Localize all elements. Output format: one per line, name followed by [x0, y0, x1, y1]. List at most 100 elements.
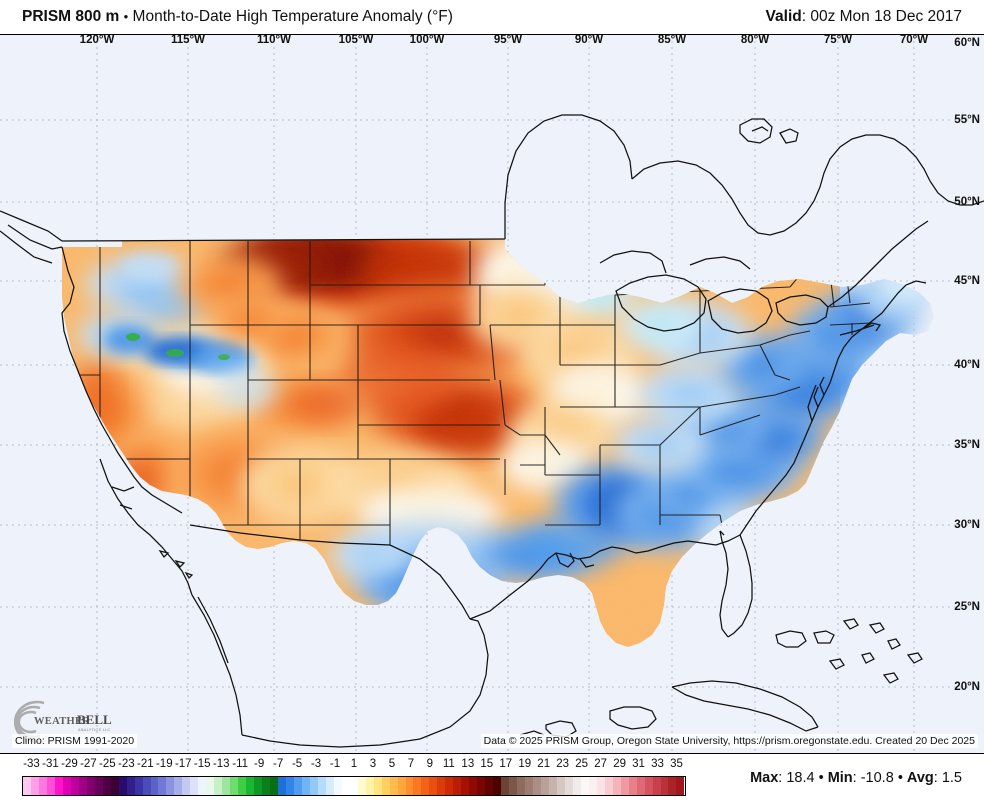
lon-label: 95°W: [493, 34, 523, 46]
colorbar-tick: 15: [480, 758, 494, 770]
colorbar-swatch: [525, 777, 533, 795]
map-canvas[interactable]: 120°W 115°W 110°W 105°W 100°W 95°W 90°W …: [0, 34, 984, 754]
colorbar-swatch: [38, 777, 47, 795]
colorbar-swatch: [620, 777, 629, 795]
colorbar-swatch: [357, 777, 366, 795]
valid-value: : 00z Mon 18 Dec 2017: [801, 8, 962, 25]
lon-label: 70°W: [899, 34, 929, 46]
colorbar-tick: 1: [350, 758, 358, 770]
colorbar-tick: -23: [118, 758, 135, 770]
colorbar-swatch: [333, 777, 342, 795]
colorbar-swatch: [254, 777, 263, 795]
colorbar-swatch: [453, 777, 462, 795]
lat-label: 50°N: [954, 196, 980, 208]
colorbar-tick: -11: [232, 758, 249, 770]
colorbar-swatch: [588, 777, 597, 795]
colorbar-swatch: [182, 777, 191, 795]
lon-label: 115°W: [170, 34, 206, 46]
colorbar-swatch: [222, 777, 231, 795]
colorbar-tick: -29: [61, 758, 78, 770]
colorbar-tick: -7: [272, 758, 284, 770]
colorbar-swatch: [540, 777, 549, 795]
avg-value: : 1.5: [933, 770, 962, 786]
colorbar-tick: -19: [155, 758, 173, 770]
coastline-borders: [0, 114, 984, 748]
colorbar-swatch: [230, 777, 239, 795]
stats-separator-1: •: [818, 770, 824, 786]
colorbar-tick-labels: -33 -31 -29 -27 -25 -23 -21 -19 -17 -15 -13 -11 -9 -7…: [22, 758, 686, 774]
colorbar-swatch: [477, 777, 486, 795]
colorbar-swatch: [301, 777, 310, 795]
colorbar-swatch: [270, 777, 278, 795]
max-label: Max: [750, 770, 779, 786]
colorbar-swatch: [190, 777, 199, 795]
colorbar-swatch: [564, 777, 573, 795]
colorbar-swatch: [517, 777, 526, 795]
stats-separator-2: •: [897, 770, 903, 786]
colorbar-swatch: [78, 777, 87, 795]
colorbar-tick: 23: [556, 758, 570, 770]
colorbar-swatch: [94, 777, 103, 795]
colorbar-tick: -25: [99, 758, 116, 770]
colorbar-swatch: [62, 777, 71, 795]
colorbar-swatch: [54, 777, 63, 795]
max-value: : 18.4: [778, 770, 815, 786]
colorbar-swatch: [46, 777, 55, 795]
colorbar-tick: -3: [310, 758, 322, 770]
colorbar-tick: -33: [23, 758, 40, 770]
colorbar-swatch: [118, 777, 127, 795]
lat-label: 40°N: [954, 359, 980, 371]
colorbar-swatch: [349, 777, 358, 795]
colorbar-swatch: [238, 777, 247, 795]
colorbar-swatch: [660, 777, 669, 795]
colorbar-swatch: [262, 777, 271, 795]
colorbar[interactable]: -33 -31 -29 -27 -25 -23 -21 -19 -17 -15 -13 -11 -9 -7…: [22, 758, 686, 804]
colorbar-tick: 17: [499, 758, 513, 770]
colorbar-swatch: [214, 777, 223, 795]
lat-label: 55°N: [954, 114, 980, 126]
lon-label: 100°W: [409, 34, 445, 46]
colorbar-swatch: [30, 777, 39, 795]
lon-label: 75°W: [823, 34, 853, 46]
lon-label: 85°W: [657, 34, 687, 46]
colorbar-tick: 13: [461, 758, 475, 770]
colorbar-swatch: [381, 777, 390, 795]
colorbar-swatch: [158, 777, 167, 795]
colorbar-swatch: [572, 777, 581, 795]
colorbar-swatch: [86, 777, 95, 795]
map-raster: [0, 35, 984, 751]
colorbar-tick: 25: [575, 758, 589, 770]
colorbar-tick: -5: [291, 758, 303, 770]
colorbar-swatch: [278, 777, 286, 795]
colorbar-swatches: [22, 776, 686, 796]
header-bar: PRISM 800 m • Month-to-Date High Tempera…: [0, 0, 984, 34]
colorbar-swatch: [445, 777, 454, 795]
logo-subtext: ANALYTICS LLC: [78, 728, 111, 732]
colorbar-swatch: [373, 777, 382, 795]
colorbar-swatch: [548, 777, 557, 795]
lat-label: 60°N: [954, 37, 980, 49]
lat-label: 20°N: [954, 681, 980, 693]
min-label: Min: [827, 770, 853, 786]
colorbar-swatch: [365, 777, 374, 795]
colorbar-swatch: [166, 777, 175, 795]
colorbar-tick: 35: [670, 758, 683, 770]
valid-time-group: Valid: 00z Mon 18 Dec 2017: [766, 8, 962, 26]
colorbar-swatch: [580, 777, 589, 795]
colorbar-swatch: [405, 777, 414, 795]
colorbar-swatch: [668, 777, 677, 795]
colorbar-swatch: [437, 777, 446, 795]
lon-label: 105°W: [338, 34, 374, 46]
colorbar-tick: 3: [369, 758, 377, 770]
colorbar-swatch: [389, 777, 398, 795]
colorbar-tick: -13: [212, 758, 230, 770]
colorbar-tick: 7: [407, 758, 415, 770]
colorbar-swatch: [134, 777, 143, 795]
colorbar-swatch: [246, 777, 255, 795]
lon-label: 80°W: [740, 34, 770, 46]
header-title-group: PRISM 800 m • Month-to-Date High Tempera…: [22, 8, 453, 26]
colorbar-swatch: [533, 777, 541, 795]
min-value: : -10.8: [852, 770, 894, 786]
colorbar-tick: 19: [518, 758, 532, 770]
